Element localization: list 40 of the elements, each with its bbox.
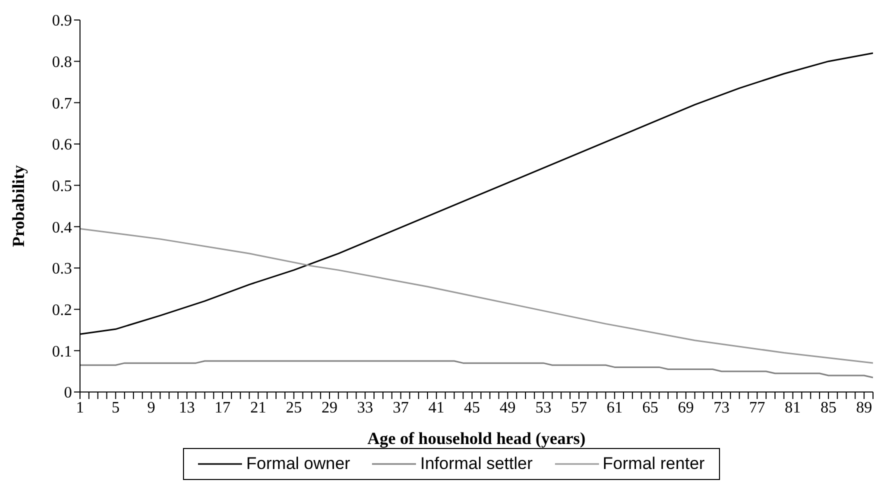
x-tick-label: 37 [392, 399, 409, 416]
legend-label: Formal owner [245, 454, 350, 474]
x-tick-label: 5 [112, 399, 120, 416]
x-tick-label: 29 [321, 399, 338, 416]
y-tick-label: 0.6 [52, 136, 72, 154]
y-tick-label: 0 [64, 384, 72, 402]
line-series [80, 228, 873, 364]
x-axis-title: Age of household head (years) [367, 429, 586, 448]
legend-label: Formal renter [602, 454, 705, 474]
x-tick-label: 13 [178, 399, 195, 416]
y-tick-label: 0.8 [52, 54, 72, 72]
x-tick-label: 49 [500, 399, 516, 416]
x-tick-label: 81 [784, 399, 801, 416]
x-tick-label: 45 [464, 399, 480, 416]
x-tick-label: 9 [147, 399, 156, 416]
legend-label: Informal settler [419, 454, 533, 474]
x-tick-label: 33 [357, 399, 374, 416]
x-tick-label: 89 [856, 399, 872, 416]
y-axis-title: Probability [9, 164, 28, 247]
y-tick-label: 0.7 [52, 95, 72, 112]
line-series [80, 360, 873, 378]
x-tick-label: 21 [250, 399, 266, 416]
x-tick-label: 65 [642, 399, 658, 416]
x-tick-label: 73 [714, 399, 730, 416]
y-tick-label: 0.5 [52, 178, 72, 196]
x-tick-label: 57 [570, 399, 587, 416]
y-tick-label: 0.2 [52, 302, 72, 320]
y-tick-label: 0.1 [52, 343, 72, 360]
x-tick-label: 77 [749, 399, 766, 416]
x-tick-label: 61 [606, 399, 623, 416]
x-tick-label: 1 [76, 399, 84, 416]
y-tick-label: 0.9 [52, 12, 72, 30]
y-tick-label: 0.3 [52, 260, 72, 278]
x-tick-label: 25 [286, 399, 302, 416]
y-tick-label: 0.4 [52, 219, 72, 236]
x-tick-label: 41 [428, 399, 444, 416]
x-tick-label: 17 [214, 399, 231, 416]
x-tick-label: 85 [820, 399, 836, 416]
x-tick-label: 53 [535, 399, 552, 416]
x-tick-label: 69 [678, 399, 694, 416]
